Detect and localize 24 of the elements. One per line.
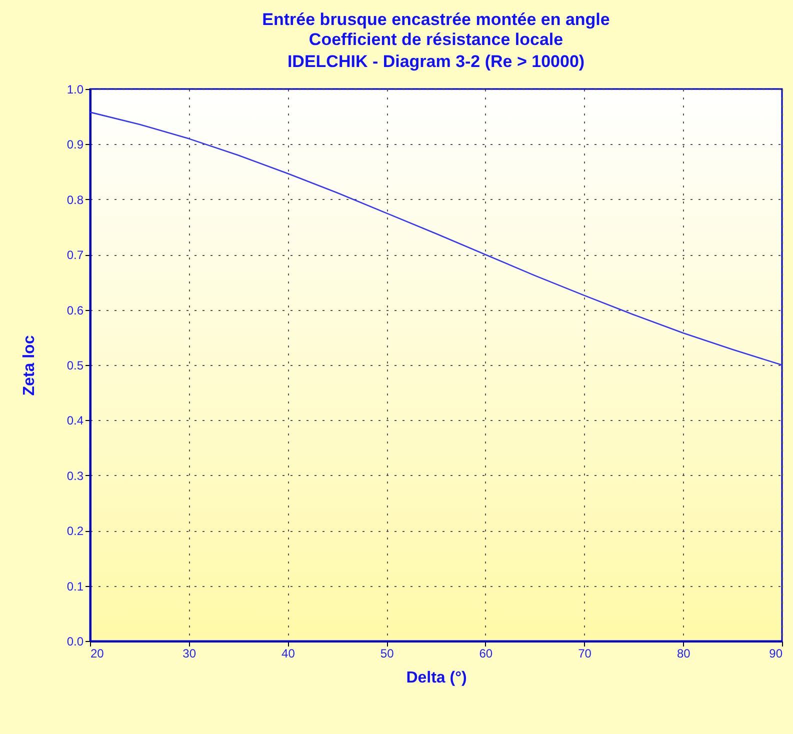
y-tick-label: 0.6 — [66, 303, 84, 318]
x-tick-label: 50 — [380, 646, 394, 660]
x-axis-title: Delta (°) — [406, 670, 467, 686]
y-tick-label: 0.8 — [66, 192, 84, 207]
chart-title: Entrée brusque encastrée montée en angle — [262, 10, 610, 29]
y-tick-label: 0.7 — [66, 248, 84, 262]
line-series — [89, 112, 783, 366]
x-tick-label: 40 — [282, 646, 296, 660]
x-tick-label: 80 — [676, 646, 691, 660]
y-tick-label: 0.0 — [66, 634, 84, 648]
chart-subtitle: Coefficient de résistance locale IDELCHIK - Diagram 3-2 (Re > 10000) — [287, 30, 585, 71]
y-axis-title: Zeta loc — [20, 335, 38, 396]
y-tick-label: 0.4 — [66, 414, 84, 428]
x-tick-label: 20 — [90, 646, 104, 660]
x-tick-label: 60 — [479, 646, 493, 660]
y-tick-label: 0.9 — [66, 138, 84, 152]
y-tick-label: 0.2 — [66, 524, 84, 538]
y-tick-label: 0.5 — [66, 358, 84, 372]
x-tick-label: 30 — [182, 646, 196, 660]
y-tick-label: 1.0 — [66, 82, 84, 96]
y-tick-label: 0.1 — [66, 579, 84, 594]
x-tick-label: 90 — [769, 646, 783, 660]
x-tick-label: 70 — [578, 646, 592, 660]
y-tick-label: 0.3 — [66, 468, 84, 483]
